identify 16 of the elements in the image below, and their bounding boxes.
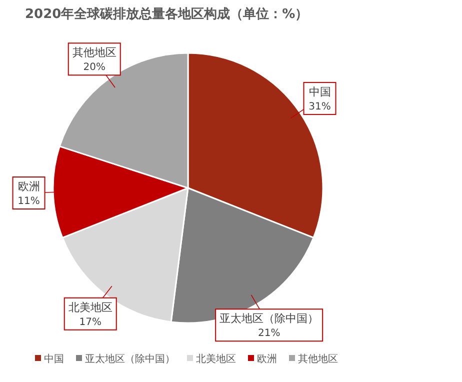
data-label: 20%	[83, 62, 106, 74]
slice-label: 其他地区	[72, 46, 116, 60]
data-label: 11%	[18, 196, 40, 208]
legend-label: 亚太地区（除中国）	[85, 353, 175, 365]
legend-label: 北美地区	[196, 353, 236, 365]
slice-label: 中国	[308, 85, 331, 98]
legend-label: 中国	[44, 353, 64, 365]
data-label: 21%	[258, 328, 280, 340]
slice-label: 北美地区	[68, 300, 112, 314]
chart-title: 2020年全球碳排放总量各地区构成（单位：%）	[25, 6, 308, 22]
slice-label: 亚太地区（除中国）	[220, 312, 319, 326]
data-label: 31%	[308, 101, 331, 112]
legend-label: 欧洲	[257, 353, 277, 365]
legend-label: 其他地区	[298, 353, 338, 365]
slice-label: 欧洲	[18, 180, 40, 194]
data-label: 17%	[79, 316, 102, 328]
